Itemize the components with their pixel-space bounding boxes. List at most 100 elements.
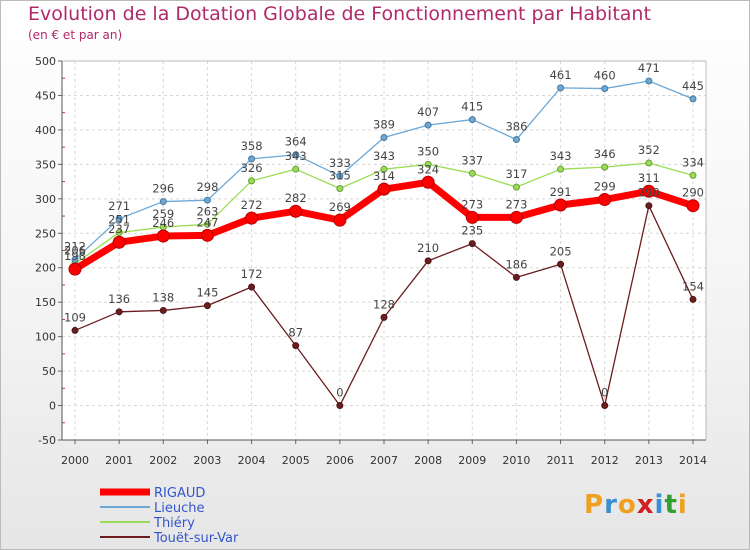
- data-label-thi-ry: 263: [196, 204, 218, 218]
- point-tou-t-sur-var: [292, 342, 300, 350]
- data-label-thi-ry: 259: [152, 207, 174, 221]
- y-tick-label: 450: [35, 89, 56, 102]
- data-label-thi-ry: 343: [550, 149, 572, 163]
- chart-title: Evolution de la Dotation Globale de Fonc…: [28, 3, 651, 25]
- point-lieuche: [645, 77, 653, 85]
- data-label-tou-t-sur-var: 87: [288, 326, 303, 340]
- point-tou-t-sur-var: [512, 273, 520, 281]
- data-label-rigaud: 291: [550, 185, 572, 199]
- data-label-tou-t-sur-var: 109: [64, 310, 86, 324]
- point-tou-t-sur-var: [689, 295, 697, 303]
- data-label-lieuche: 271: [108, 199, 130, 213]
- x-tick-label: 2013: [635, 454, 663, 467]
- data-label-thi-ry: 251: [108, 213, 130, 227]
- data-label-lieuche: 358: [241, 139, 263, 153]
- logo-letter: r: [604, 490, 618, 520]
- logo-letter: t: [664, 490, 678, 520]
- x-tick-label: 2009: [458, 454, 486, 467]
- data-label-rigaud: 311: [638, 171, 660, 185]
- data-label-tou-t-sur-var: 235: [461, 224, 483, 238]
- logo-letter: i: [654, 490, 665, 520]
- data-label-lieuche: 296: [152, 182, 174, 196]
- data-label-rigaud: 314: [373, 169, 395, 183]
- data-label-tou-t-sur-var: 290: [638, 186, 660, 200]
- data-label-rigaud: 198: [64, 249, 86, 263]
- data-label-rigaud: 324: [417, 162, 439, 176]
- point-rigaud: [112, 235, 126, 249]
- x-tick-label: 2011: [547, 454, 575, 467]
- data-label-thi-ry: 343: [285, 149, 307, 163]
- data-label-tou-t-sur-var: 145: [196, 286, 218, 300]
- y-tick-label: 200: [35, 262, 56, 275]
- point-tou-t-sur-var: [248, 283, 256, 291]
- point-lieuche: [203, 196, 211, 204]
- data-label-rigaud: 273: [505, 197, 527, 211]
- logo-letter: P: [584, 490, 605, 520]
- proxiti-logo: Proxiti: [584, 490, 688, 520]
- data-label-lieuche: 386: [505, 120, 527, 134]
- data-label-tou-t-sur-var: 172: [241, 267, 263, 281]
- point-tou-t-sur-var: [557, 260, 565, 268]
- data-label-tou-t-sur-var: 0: [336, 386, 343, 400]
- point-thi-ry: [380, 165, 388, 173]
- data-label-tou-t-sur-var: 186: [505, 257, 527, 271]
- chart-subtitle: (en € et par an): [28, 28, 123, 42]
- x-tick-label: 2008: [414, 454, 442, 467]
- x-tick-label: 2004: [238, 454, 266, 467]
- point-thi-ry: [115, 229, 123, 237]
- point-rigaud: [509, 210, 523, 224]
- point-thi-ry: [689, 171, 697, 179]
- data-label-tou-t-sur-var: 0: [601, 386, 608, 400]
- x-tick-label: 2012: [591, 454, 619, 467]
- data-label-thi-ry: 334: [682, 155, 704, 169]
- point-lieuche: [557, 84, 565, 92]
- legend-label-thi-ry: Thiéry: [153, 516, 195, 531]
- point-lieuche: [71, 255, 79, 263]
- point-thi-ry: [203, 220, 211, 228]
- x-tick-label: 2014: [679, 454, 707, 467]
- x-tick-label: 2006: [326, 454, 354, 467]
- data-label-rigaud: 272: [241, 198, 263, 212]
- point-rigaud: [333, 213, 347, 227]
- point-thi-ry: [512, 183, 520, 191]
- logo-letter: i: [677, 490, 688, 520]
- x-tick-label: 2000: [61, 454, 89, 467]
- point-rigaud: [421, 175, 435, 189]
- y-tick-label: 150: [35, 296, 56, 309]
- data-label-tou-t-sur-var: 205: [550, 244, 572, 258]
- data-label-lieuche: 461: [550, 68, 572, 82]
- point-lieuche: [292, 151, 300, 159]
- plot-area: [62, 61, 706, 440]
- x-tick-label: 2002: [149, 454, 177, 467]
- point-lieuche: [115, 215, 123, 223]
- y-tick-label: 100: [35, 331, 56, 344]
- point-tou-t-sur-var: [424, 257, 432, 265]
- point-thi-ry: [601, 163, 609, 171]
- point-rigaud: [642, 184, 656, 198]
- data-label-tou-t-sur-var: 210: [417, 241, 439, 255]
- point-thi-ry: [248, 177, 256, 185]
- point-rigaud: [465, 210, 479, 224]
- point-rigaud: [554, 198, 568, 212]
- point-tou-t-sur-var: [115, 308, 123, 316]
- point-lieuche: [512, 136, 520, 144]
- point-tou-t-sur-var: [71, 326, 79, 334]
- point-tou-t-sur-var: [336, 402, 344, 410]
- data-label-lieuche: 333: [329, 156, 351, 170]
- data-label-lieuche: 460: [594, 69, 616, 83]
- data-label-lieuche: 407: [417, 105, 439, 119]
- series-group: [68, 77, 700, 410]
- grid-lines: [62, 60, 706, 441]
- data-label-thi-ry: 337: [461, 153, 483, 167]
- point-tou-t-sur-var: [159, 306, 167, 314]
- point-tou-t-sur-var: [203, 302, 211, 310]
- point-lieuche: [689, 95, 697, 103]
- point-rigaud: [245, 211, 259, 225]
- point-rigaud: [598, 193, 612, 207]
- data-label-lieuche: 471: [638, 61, 660, 75]
- y-tick-label: 500: [35, 55, 56, 68]
- axes: -50 0 50 100 150 200 250 300 350 400 450 500 2000 200…: [35, 55, 707, 467]
- point-lieuche: [468, 116, 476, 124]
- data-label-thi-ry: 352: [638, 143, 660, 157]
